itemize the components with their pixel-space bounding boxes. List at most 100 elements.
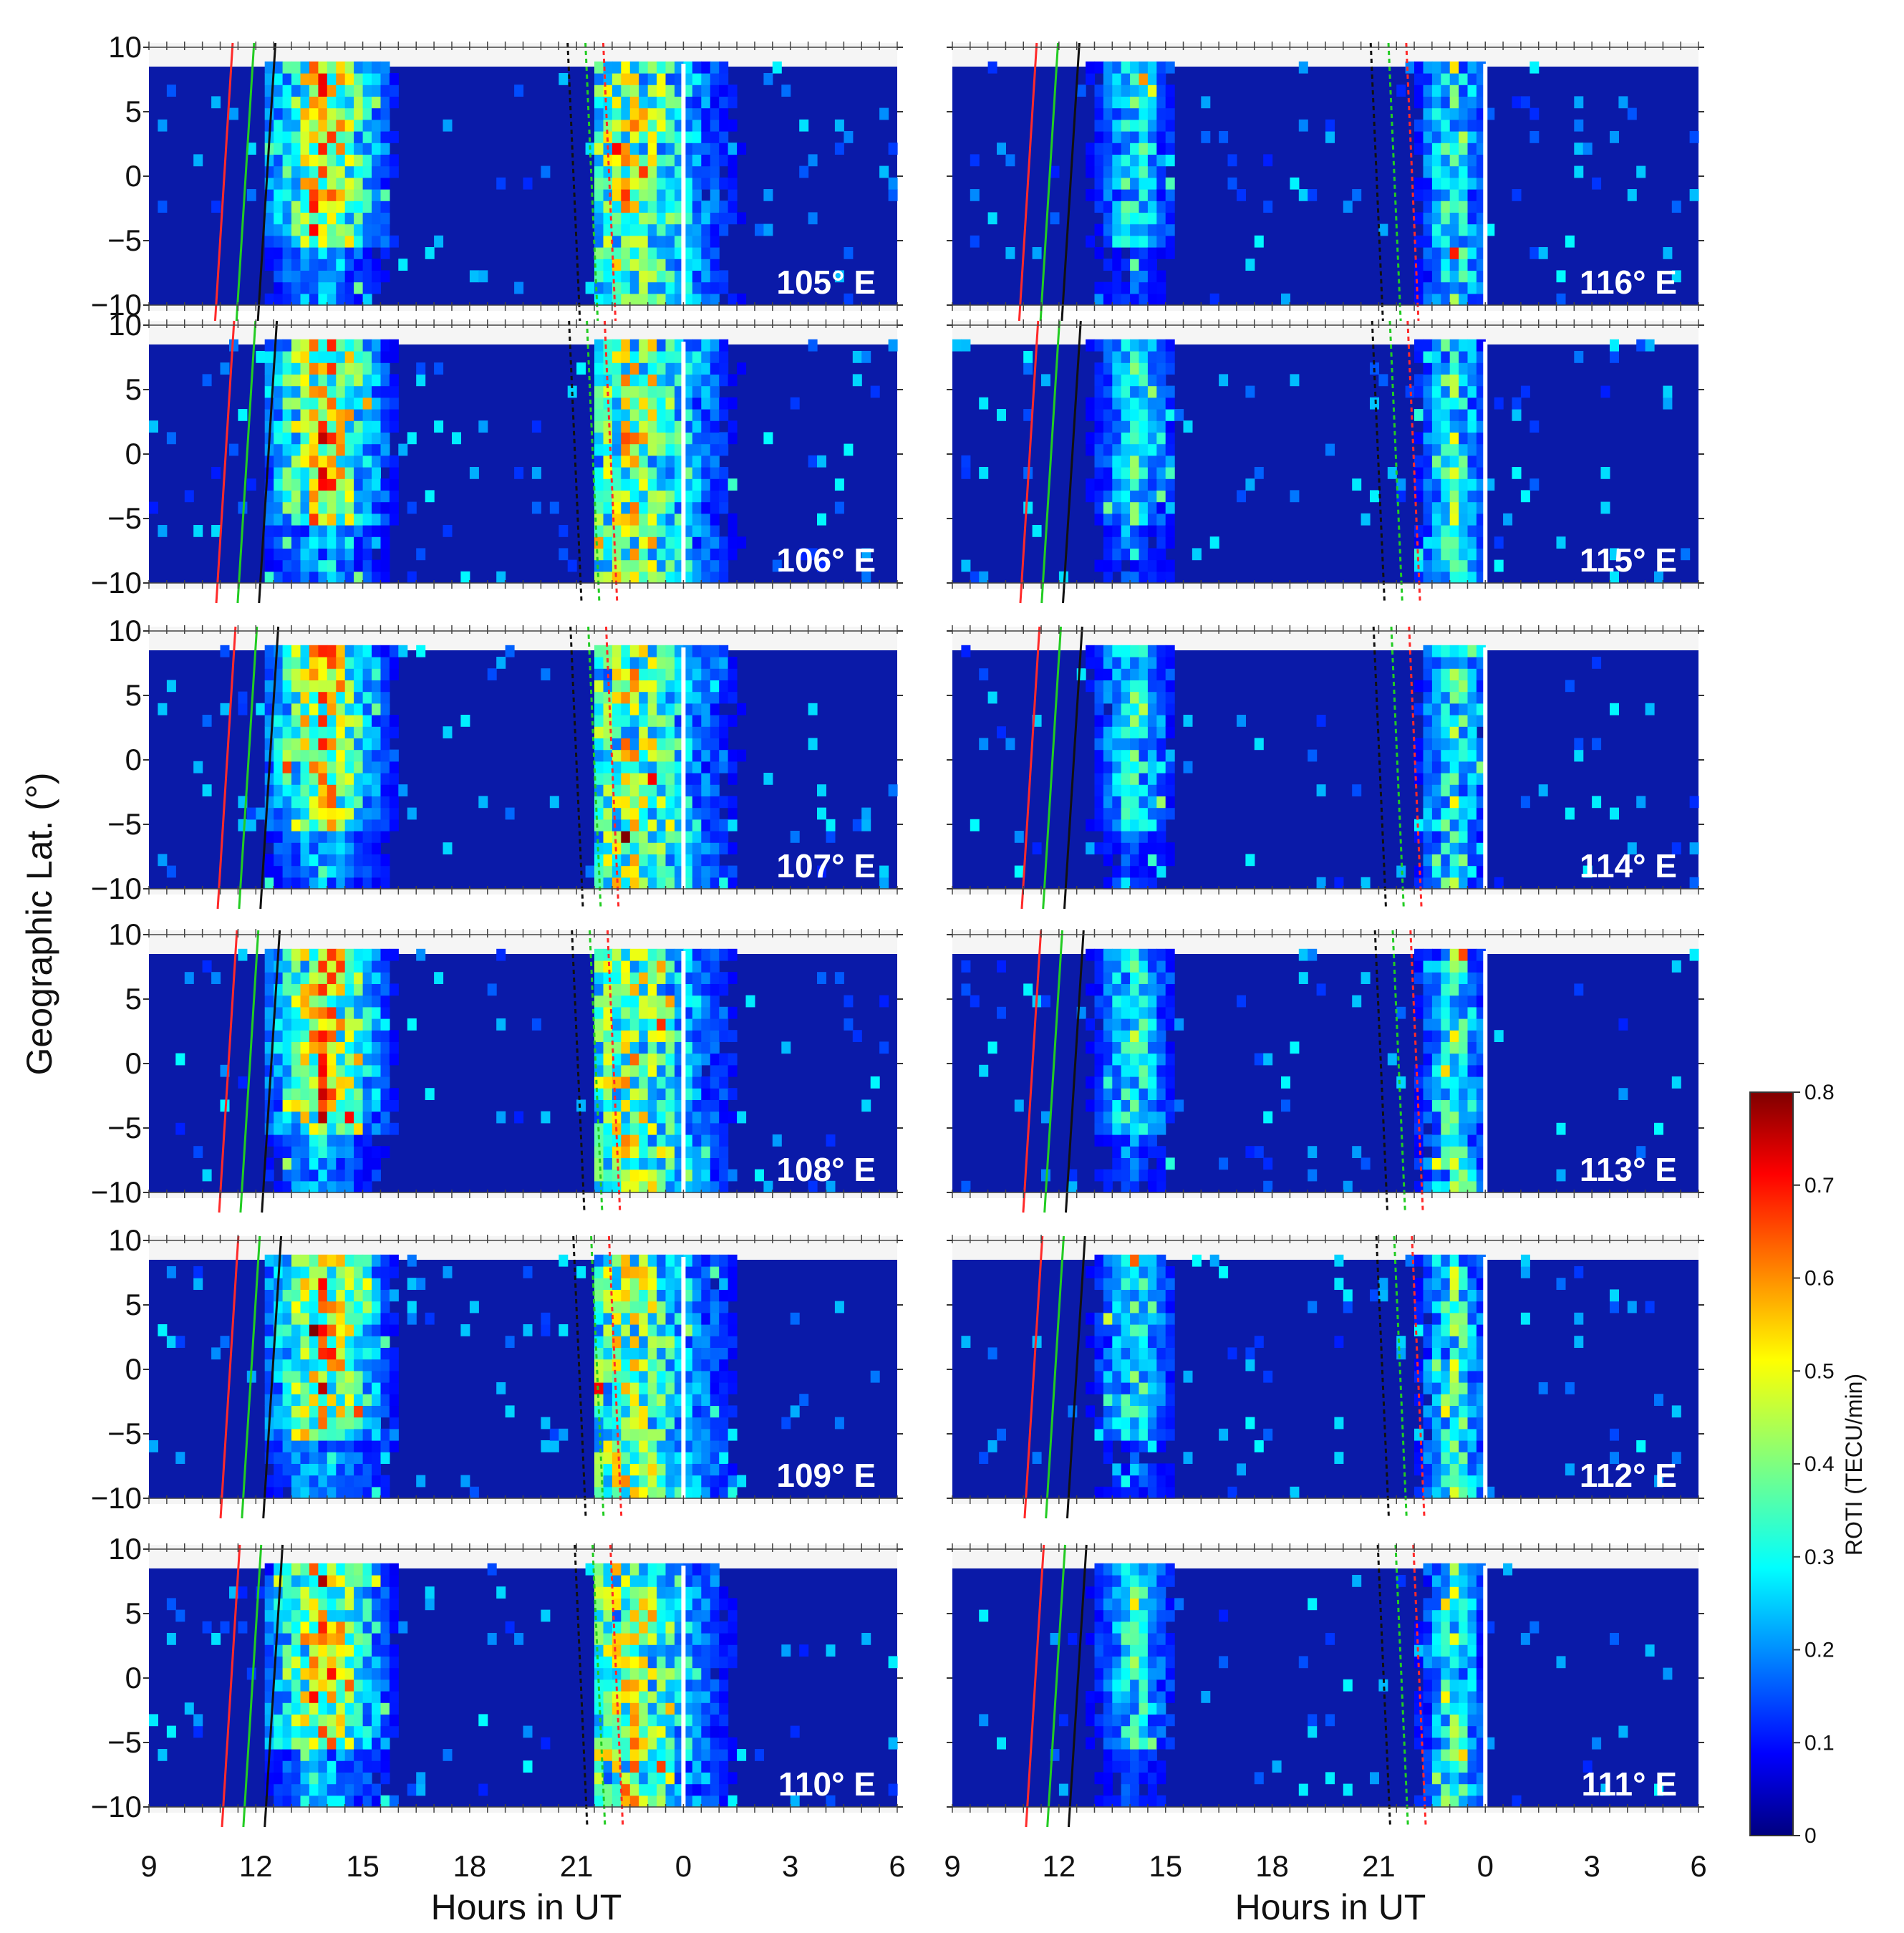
heatmap-cell (1139, 85, 1149, 97)
heatmap-cell (603, 1382, 613, 1394)
heatmap-cell (710, 1656, 720, 1669)
heatmap-cell (737, 1475, 747, 1488)
heatmap-cell (211, 1633, 221, 1645)
heatmap-cell (291, 854, 301, 867)
heatmap-cell (300, 467, 310, 479)
heatmap-cell (380, 154, 390, 167)
heatmap-cell (327, 877, 337, 890)
heatmap-cell (657, 61, 667, 74)
heatmap-cell (282, 374, 292, 387)
heatmap-cell (318, 73, 328, 85)
heatmap-cell (692, 270, 702, 283)
heatmap-cell (372, 1053, 381, 1066)
heatmap-cell (719, 1111, 729, 1124)
heatmap-cell (274, 1018, 284, 1031)
heatmap-cell (344, 501, 354, 514)
heatmap-cell (344, 1644, 354, 1657)
heatmap-cell (291, 1312, 301, 1325)
heatmap-cell (665, 536, 675, 549)
heatmap-cell (647, 796, 657, 809)
heatmap-cell (692, 1336, 702, 1348)
heatmap-cell (300, 1714, 310, 1727)
heatmap-cell (523, 1725, 533, 1738)
heatmap-cell (629, 443, 639, 456)
heatmap-cell (603, 293, 613, 306)
heatmap-cell (291, 983, 301, 996)
heatmap-cell (344, 362, 354, 375)
heatmap-cell (354, 738, 364, 751)
heatmap-cell (362, 1772, 372, 1785)
heatmap-cell (372, 397, 381, 410)
heatmap-cell (309, 1076, 319, 1089)
heatmap-cell (808, 548, 818, 561)
heatmap-cell (621, 270, 631, 283)
heatmap-cell (354, 189, 364, 201)
heatmap-cell (309, 201, 319, 213)
heatmap-cell (389, 467, 399, 479)
heatmap-cell (309, 351, 319, 363)
heatmap-cell (1156, 212, 1166, 225)
heatmap-cell (647, 501, 657, 514)
heatmap-cell (264, 154, 274, 167)
heatmap-cell (710, 559, 720, 572)
heatmap-cell (354, 548, 364, 561)
heatmap-cell (291, 1772, 301, 1785)
heatmap-cell (710, 467, 720, 479)
heatmap-cell (291, 1795, 301, 1808)
heatmap-cell (629, 1382, 639, 1394)
heatmap-cell (710, 691, 720, 704)
heatmap-cell (309, 995, 319, 1008)
heatmap-cell (629, 691, 639, 704)
heatmap-cell (603, 1359, 613, 1372)
heatmap-cell (639, 131, 649, 143)
heatmap-cell (657, 1428, 667, 1441)
heatmap-cell (657, 189, 667, 201)
heatmap-cell (282, 1289, 292, 1302)
heatmap-cell (1165, 131, 1175, 143)
heatmap-cell (380, 501, 390, 514)
heatmap-cell (844, 131, 854, 143)
heatmap-cell (1431, 119, 1441, 132)
heatmap-cell (1165, 119, 1175, 132)
heatmap-cell (362, 645, 372, 657)
heatmap-cell (737, 212, 747, 225)
heatmap-cell (639, 1053, 649, 1066)
heatmap-cell (389, 235, 399, 248)
heatmap-cell (683, 73, 693, 85)
heatmap-cell (274, 571, 284, 584)
heatmap-cell (336, 571, 346, 584)
heatmap-cell (362, 61, 372, 74)
heatmap-cell (621, 1018, 631, 1031)
heatmap-cell (291, 1586, 301, 1599)
heatmap-cell (621, 680, 631, 693)
heatmap-cell (621, 831, 631, 843)
heatmap-cell (372, 1621, 381, 1634)
heatmap-cell (1103, 61, 1113, 74)
heatmap-cell (264, 691, 274, 704)
heatmap-cell (344, 1030, 354, 1042)
heatmap-cell (354, 983, 364, 996)
heatmap-cell (149, 501, 158, 514)
heatmap-cell (487, 1633, 497, 1645)
heatmap-cell (362, 680, 372, 693)
heatmap-cell (665, 1783, 675, 1796)
heatmap-cell (372, 1076, 381, 1089)
heatmap-cell (300, 1586, 310, 1599)
heatmap-cell (336, 807, 346, 820)
heatmap-cell (719, 1621, 729, 1634)
heatmap-cell (336, 1064, 346, 1077)
heatmap-cell (362, 1359, 372, 1372)
heatmap-cell (407, 1783, 417, 1796)
heatmap-cell (710, 374, 720, 387)
heatmap-cell (282, 1679, 292, 1692)
heatmap-cell (327, 691, 337, 704)
heatmap-cell (594, 247, 604, 259)
heatmap-cell (327, 1405, 337, 1418)
heatmap-cell (728, 1064, 738, 1077)
heatmap-cell (701, 1463, 711, 1476)
heatmap-cell (344, 1417, 354, 1430)
heatmap-cell (336, 854, 346, 867)
heatmap-cell (728, 201, 738, 213)
heatmap-cell (1245, 259, 1255, 271)
heatmap-cell (496, 657, 506, 669)
